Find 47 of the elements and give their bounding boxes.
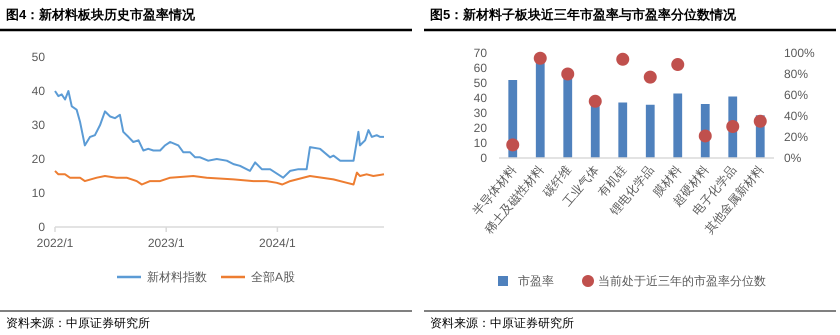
y2-tick-label: 40% [784, 109, 808, 123]
point [588, 94, 602, 108]
x-tick-label: 2023/1 [148, 236, 185, 250]
text: 资料来源：中原证券研究所 [6, 316, 150, 330]
bar [673, 94, 682, 158]
bar [618, 102, 628, 158]
y2-tick-label: 100% [784, 46, 816, 60]
x-tick-label: 2022/1 [36, 236, 74, 250]
chart-title: 图4：新材料板块历史市盈率情况 [6, 7, 196, 22]
y-tick-label: 20 [474, 121, 488, 135]
y-tick-label: 40 [474, 91, 488, 105]
point [506, 138, 520, 152]
point [534, 52, 547, 65]
y-tick-label: 30 [474, 106, 488, 120]
y-tick-label: 10 [32, 186, 46, 200]
point [644, 70, 657, 84]
point [671, 58, 684, 72]
y-tick-label: 0 [38, 220, 46, 234]
y-tick-label: 30 [32, 118, 46, 132]
y-tick-label: 50 [474, 76, 488, 90]
y2-tick-label: 20% [784, 130, 808, 144]
y-tick-label: 10 [474, 136, 488, 150]
legend-label: 当前处于近三年的市盈率分位数 [598, 274, 766, 288]
point [616, 52, 630, 66]
y-tick-label: 50 [32, 50, 46, 64]
y-tick-label: 40 [32, 84, 46, 98]
point [754, 114, 767, 128]
bar [590, 106, 600, 158]
point [726, 120, 740, 133]
y-tick-label: 20 [32, 152, 46, 166]
y-tick-label: 70 [474, 46, 488, 60]
legend-label: 市盈率 [518, 274, 554, 288]
y-tick-label: 60 [474, 61, 488, 75]
y2-tick-label: 60% [784, 88, 808, 102]
y2-tick-label: 80% [784, 67, 808, 81]
point [561, 68, 574, 80]
legend-label: 新材料指数 [147, 270, 207, 284]
point [698, 129, 712, 142]
text: 资料来源：中原证券研究所 [430, 316, 574, 330]
x-tick-label: 2024/1 [259, 236, 296, 250]
y-tick-label: 0 [480, 151, 488, 165]
line-series [54, 90, 385, 179]
bar [646, 104, 655, 158]
y2-tick-label: 0% [784, 151, 802, 165]
legend-label: 全部A股 [251, 270, 296, 284]
line-series [54, 170, 385, 186]
chart-title: 图5：新材料子板块近三年市盈率与市盈率分位数情况 [430, 7, 738, 22]
